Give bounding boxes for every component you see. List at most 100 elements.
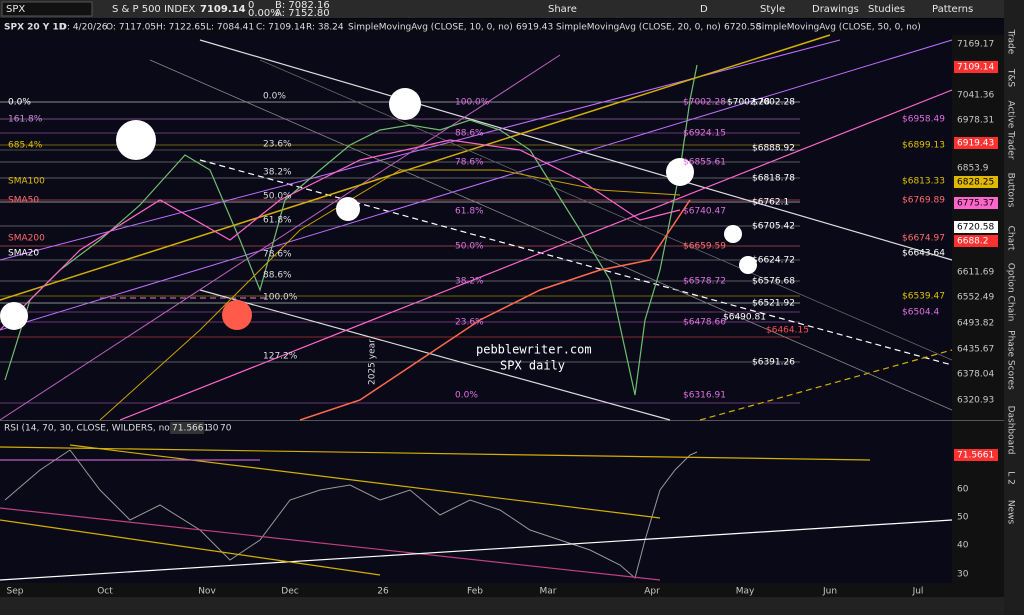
- trend-line: [149, 59, 953, 411]
- price-level-label: $6578.72: [683, 277, 726, 287]
- price-tick-label: 6853.9: [957, 164, 989, 174]
- rsi-trend-line: [0, 507, 661, 581]
- highlight-dot: [336, 197, 360, 221]
- change: 0: [248, 0, 254, 11]
- price-panel: [0, 35, 952, 420]
- side-tab[interactable]: Option Chain: [1006, 263, 1016, 322]
- fib-label: 100.0%: [263, 293, 298, 303]
- highlight-dot: [222, 300, 252, 330]
- time-tick-label: Sep: [7, 587, 24, 597]
- price-marker: 6720.58: [957, 223, 994, 233]
- toolbar-button[interactable]: Patterns: [932, 4, 973, 15]
- rsi-tick-label: 60: [957, 485, 969, 495]
- fib-label: SMA100: [8, 177, 45, 187]
- ma-curve: [99, 169, 681, 421]
- trend-line: [699, 349, 953, 421]
- price-level-label: $7002.28: [683, 98, 726, 108]
- trend-line: [119, 89, 953, 421]
- symbol: SPX: [6, 4, 25, 15]
- price-marker-bg: [954, 137, 998, 149]
- price-level-label: $6705.42: [752, 222, 795, 232]
- toolbar-button[interactable]: Studies: [868, 4, 905, 15]
- fib-label: 88.6%: [455, 129, 484, 139]
- side-tab[interactable]: Chart: [1006, 226, 1016, 251]
- fib-label: 78.6%: [455, 158, 484, 168]
- price-level-label: $6624.72: [752, 256, 795, 266]
- time-tick-label: Nov: [198, 587, 216, 597]
- fib-label: 161.8%: [8, 115, 43, 125]
- price-tick-label: 6611.69: [957, 268, 994, 278]
- rsi-trend-line: [0, 519, 381, 576]
- side-tab[interactable]: Trade: [1006, 29, 1016, 55]
- price-level-label: $6855.61: [683, 158, 726, 168]
- fib-label: 61.8%: [455, 207, 484, 217]
- price-tick-label: 6552.49: [957, 293, 994, 303]
- fib-label: 100.0%: [455, 98, 490, 108]
- price-level-label: $6539.47: [902, 292, 945, 302]
- side-tab[interactable]: News: [1006, 500, 1016, 525]
- price-tick-label: 6435.67: [957, 345, 994, 355]
- fib-label: 61.8%: [263, 216, 292, 226]
- ohlc-date: D: 4/20/26: [60, 23, 108, 33]
- price-level-label: $7002.28: [752, 98, 795, 108]
- side-tab[interactable]: Phase Scores: [1006, 330, 1016, 390]
- trend-line: [0, 39, 953, 331]
- ohlc-open: O: 7117.05: [106, 23, 156, 33]
- price-level-label: $6316.91: [683, 391, 726, 401]
- fib-label: 88.6%: [263, 271, 292, 281]
- last-price: 7109.14: [200, 4, 246, 15]
- year-marker: 2025 year: [368, 339, 378, 385]
- price-marker: 6775.37: [957, 199, 994, 209]
- trend-line: [0, 54, 561, 421]
- ma-curve: [0, 139, 681, 331]
- rsi-marker-bg: [954, 449, 998, 461]
- rsi-value-bg: [170, 422, 204, 434]
- price-marker-bg: [954, 235, 998, 247]
- trend-line: [259, 59, 953, 361]
- price-tick-label: 6978.31: [957, 116, 994, 126]
- fib-label: SMA50: [8, 196, 39, 206]
- side-tab[interactable]: T&S: [1006, 68, 1016, 88]
- time-tick-label: Oct: [97, 587, 113, 597]
- time-tick-label: Mar: [540, 587, 557, 597]
- price-path: [4, 64, 698, 396]
- toolbar-button[interactable]: Drawings: [812, 4, 859, 15]
- highlight-dot: [724, 225, 742, 243]
- fib-label: SMA200: [8, 234, 45, 244]
- time-tick-label: Feb: [467, 587, 483, 597]
- price-marker-bg: [954, 197, 998, 209]
- rsi-trend-line: [0, 446, 871, 461]
- price-tick-label: 7041.36: [957, 91, 994, 101]
- side-tab[interactable]: Buttons: [1006, 173, 1016, 208]
- rsi-trend-line: [69, 444, 661, 519]
- fib-label: 0.0%: [455, 391, 478, 401]
- toolbar-button[interactable]: Style: [760, 4, 785, 15]
- study-name: SimpleMovingAvg (CLOSE, 50, 0, no): [756, 23, 921, 33]
- study-name: SimpleMovingAvg (CLOSE, 20, 0, no): [556, 23, 721, 33]
- highlight-dot: [116, 120, 156, 160]
- fib-label: 23.6%: [263, 140, 292, 150]
- trend-line: [0, 34, 831, 301]
- price-tick-label: 6493.82: [957, 319, 994, 329]
- watermark-site: pebblewriter.com: [476, 343, 592, 357]
- price-level-label: $6813.33: [902, 177, 945, 187]
- fib-label: 38.2%: [455, 277, 484, 287]
- price-tick-label: 6378.04: [957, 370, 994, 380]
- toolbar-button[interactable]: Share: [548, 4, 577, 15]
- side-tab[interactable]: Dashboard: [1006, 406, 1016, 455]
- price-marker: 6828.25: [957, 178, 994, 188]
- ohlc-low: L: 7084.41: [206, 23, 254, 33]
- symbol-box[interactable]: [1, 1, 93, 17]
- fib-label: 0.0%: [263, 92, 286, 102]
- change-pct: 0.00%: [248, 8, 280, 19]
- header-bar: [0, 19, 1004, 35]
- side-tab[interactable]: Active Trader: [1006, 100, 1016, 159]
- side-tab[interactable]: L 2: [1006, 471, 1016, 485]
- rsi-tick-label: 50: [957, 513, 969, 523]
- time-tick-label: May: [736, 587, 755, 597]
- toolbar: [0, 0, 1004, 18]
- price-axis-bg: [952, 35, 1004, 583]
- ohlc-range: R: 38.24: [306, 23, 344, 33]
- toolbar-button[interactable]: D: [700, 4, 708, 15]
